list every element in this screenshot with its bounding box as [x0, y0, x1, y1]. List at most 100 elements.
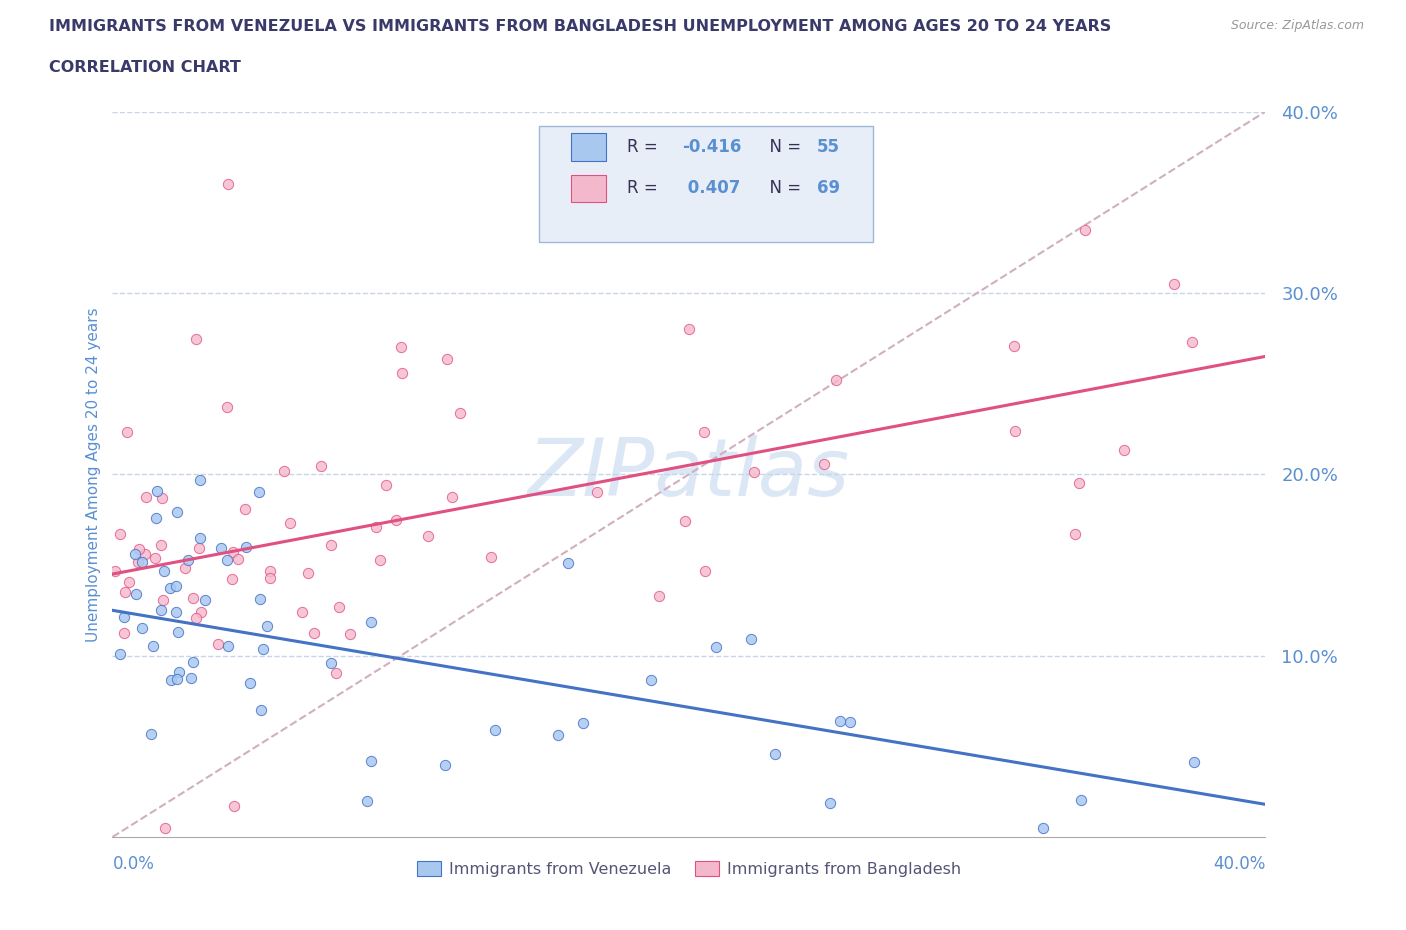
Point — [259, 571, 281, 586]
Point — [159, 580, 181, 595]
Point — [181, 655, 204, 670]
Point — [108, 646, 131, 661]
Text: -0.416: -0.416 — [682, 139, 741, 156]
Point — [678, 322, 700, 337]
Text: 40.0%: 40.0% — [1213, 856, 1265, 873]
Point — [1067, 475, 1090, 490]
Point — [319, 656, 342, 671]
Point — [167, 625, 190, 640]
Text: 55: 55 — [817, 139, 839, 156]
Point — [247, 485, 270, 499]
Point — [142, 639, 165, 654]
Point — [1112, 443, 1135, 458]
Point — [145, 551, 167, 565]
Point — [364, 520, 387, 535]
Point — [188, 530, 211, 545]
Point — [557, 555, 579, 570]
Point — [135, 490, 157, 505]
Point — [695, 564, 717, 578]
Point — [145, 511, 167, 525]
Point — [150, 538, 173, 552]
Point — [648, 589, 671, 604]
Point — [818, 796, 841, 811]
Point — [813, 457, 835, 472]
Point — [115, 425, 138, 440]
Text: ZIPatlas: ZIPatlas — [527, 435, 851, 513]
Text: R =: R = — [627, 179, 662, 197]
Point — [131, 620, 153, 635]
Point — [252, 642, 274, 657]
Point — [173, 561, 195, 576]
Point — [1032, 820, 1054, 835]
Point — [124, 547, 146, 562]
Text: Source: ZipAtlas.com: Source: ZipAtlas.com — [1230, 19, 1364, 32]
Point — [165, 578, 187, 593]
Point — [360, 615, 382, 630]
Point — [150, 491, 173, 506]
Point — [221, 545, 243, 560]
Point — [259, 564, 281, 578]
Point — [141, 726, 163, 741]
Point — [118, 575, 141, 590]
Point — [127, 554, 149, 569]
Point — [1064, 526, 1087, 541]
Point — [763, 747, 786, 762]
Point — [146, 484, 169, 498]
Point — [104, 564, 127, 578]
Point — [640, 672, 662, 687]
Point — [484, 723, 506, 737]
Text: IMMIGRANTS FROM VENEZUELA VS IMMIGRANTS FROM BANGLADESH UNEMPLOYMENT AMONG AGES : IMMIGRANTS FROM VENEZUELA VS IMMIGRANTS … — [49, 19, 1112, 33]
Point — [839, 714, 862, 729]
Point — [1181, 335, 1204, 350]
Text: 0.407: 0.407 — [682, 179, 741, 197]
Point — [167, 664, 190, 679]
Point — [217, 552, 239, 567]
Point — [235, 540, 257, 555]
Point — [1163, 277, 1185, 292]
Text: 0.0%: 0.0% — [112, 856, 155, 873]
FancyBboxPatch shape — [571, 133, 606, 161]
Point — [547, 728, 569, 743]
Point — [673, 513, 696, 528]
Point — [165, 604, 187, 619]
Point — [824, 372, 846, 387]
Point — [1002, 339, 1025, 353]
FancyBboxPatch shape — [571, 175, 606, 203]
Y-axis label: Unemployment Among Ages 20 to 24 years: Unemployment Among Ages 20 to 24 years — [86, 307, 101, 642]
Point — [1074, 222, 1097, 237]
Legend: Immigrants from Venezuela, Immigrants from Bangladesh: Immigrants from Venezuela, Immigrants fr… — [411, 855, 967, 884]
Point — [704, 640, 727, 655]
Point — [108, 526, 131, 541]
Point — [128, 542, 150, 557]
Point — [217, 177, 239, 192]
Point — [112, 609, 135, 624]
Point — [385, 512, 408, 527]
Point — [180, 671, 202, 685]
Text: R =: R = — [627, 139, 662, 156]
Point — [184, 610, 207, 625]
Point — [1070, 792, 1092, 807]
Point — [297, 565, 319, 580]
Point — [194, 593, 217, 608]
Point — [233, 501, 256, 516]
Point — [828, 713, 851, 728]
Point — [356, 793, 378, 808]
Point — [273, 464, 295, 479]
Point — [228, 551, 250, 566]
Point — [742, 465, 765, 480]
Point — [250, 702, 273, 717]
Text: N =: N = — [759, 179, 807, 197]
Point — [207, 636, 229, 651]
Point — [1182, 755, 1205, 770]
Point — [166, 505, 188, 520]
Point — [278, 515, 301, 530]
Point — [222, 799, 245, 814]
Point — [304, 626, 326, 641]
Text: N =: N = — [759, 139, 807, 156]
Point — [328, 600, 350, 615]
Point — [585, 485, 607, 499]
Point — [125, 587, 148, 602]
Point — [391, 365, 413, 380]
Point — [368, 552, 391, 567]
Point — [325, 666, 347, 681]
